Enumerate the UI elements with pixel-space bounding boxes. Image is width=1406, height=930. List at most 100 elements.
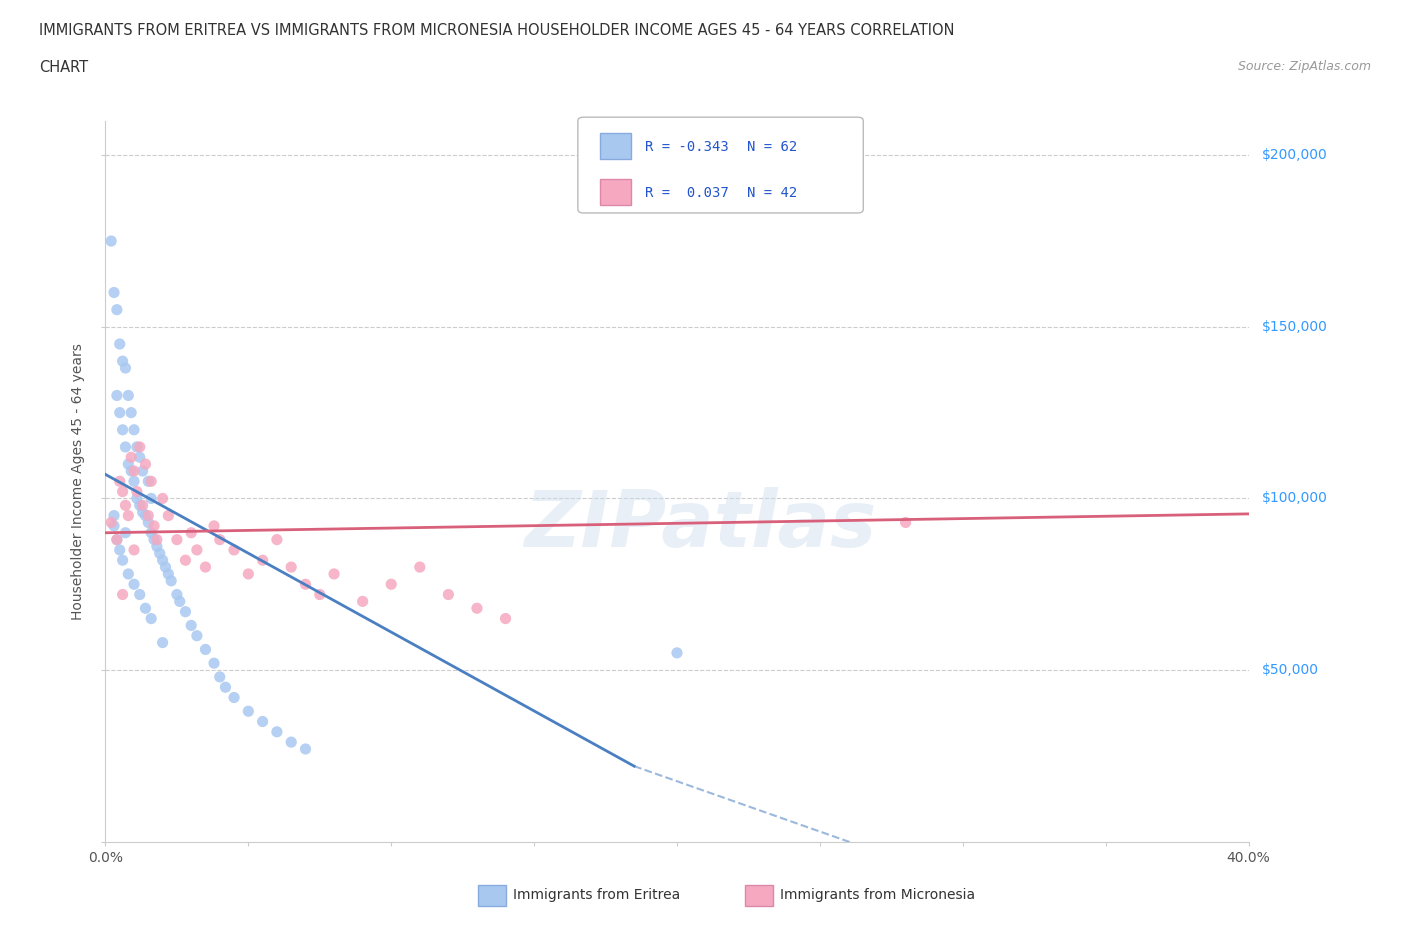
Point <box>166 587 188 602</box>
Point <box>120 463 142 478</box>
Point <box>280 560 302 575</box>
Point <box>155 560 177 575</box>
Point <box>131 505 153 520</box>
Text: $150,000: $150,000 <box>1263 320 1329 334</box>
Point <box>114 361 136 376</box>
Point <box>111 587 134 602</box>
Point <box>208 670 231 684</box>
Point <box>280 735 302 750</box>
Point <box>128 498 150 512</box>
Point <box>122 577 145 591</box>
Point <box>108 337 131 352</box>
Y-axis label: Householder Income Ages 45 - 64 years: Householder Income Ages 45 - 64 years <box>72 343 86 619</box>
Point <box>122 422 145 437</box>
Point <box>437 587 460 602</box>
Point <box>134 457 156 472</box>
Point <box>100 515 122 530</box>
Point <box>180 618 202 633</box>
Point <box>465 601 488 616</box>
Point <box>157 566 180 581</box>
Point <box>160 574 183 589</box>
Point <box>323 566 346 581</box>
Point <box>238 704 260 719</box>
Point <box>380 577 402 591</box>
Text: ZIPatlas: ZIPatlas <box>523 486 876 563</box>
Point <box>308 587 330 602</box>
Point <box>266 532 288 547</box>
Text: Immigrants from Eritrea: Immigrants from Eritrea <box>513 887 681 902</box>
Point <box>294 741 316 756</box>
Point <box>174 552 197 567</box>
Point <box>105 302 128 317</box>
Point <box>125 440 148 455</box>
Point <box>894 515 917 530</box>
Point <box>409 560 432 575</box>
Point <box>117 566 139 581</box>
Point <box>105 532 128 547</box>
Point <box>194 642 217 657</box>
Point <box>108 474 131 489</box>
Point <box>252 714 274 729</box>
Point <box>495 611 517 626</box>
Point <box>125 485 148 499</box>
Point <box>122 542 145 557</box>
Point <box>238 566 260 581</box>
Point <box>152 491 174 506</box>
Point <box>146 539 169 554</box>
Point <box>146 532 169 547</box>
Point <box>222 690 245 705</box>
Point <box>136 508 159 523</box>
Point <box>252 552 274 567</box>
Point <box>117 457 139 472</box>
Point <box>131 498 153 512</box>
Text: R =  0.037: R = 0.037 <box>645 185 730 200</box>
Point <box>122 474 145 489</box>
Point <box>143 518 166 533</box>
Point <box>136 474 159 489</box>
Text: $100,000: $100,000 <box>1263 491 1329 505</box>
Point <box>134 508 156 523</box>
Point <box>143 532 166 547</box>
Point <box>111 485 134 499</box>
Point <box>294 577 316 591</box>
Point <box>214 680 236 695</box>
Point <box>111 422 134 437</box>
Point <box>122 463 145 478</box>
Point <box>120 450 142 465</box>
Point <box>114 498 136 512</box>
Point <box>128 450 150 465</box>
Point <box>103 508 125 523</box>
Point <box>117 388 139 403</box>
Point <box>105 532 128 547</box>
Point <box>169 594 191 609</box>
Point <box>166 532 188 547</box>
Point <box>141 491 163 506</box>
Point <box>152 552 174 567</box>
Point <box>114 525 136 540</box>
Text: IMMIGRANTS FROM ERITREA VS IMMIGRANTS FROM MICRONESIA HOUSEHOLDER INCOME AGES 45: IMMIGRANTS FROM ERITREA VS IMMIGRANTS FR… <box>39 23 955 38</box>
Point <box>208 532 231 547</box>
Point <box>111 353 134 368</box>
Point <box>100 233 122 248</box>
Point <box>141 474 163 489</box>
Point <box>194 560 217 575</box>
Point <box>128 440 150 455</box>
Point <box>202 518 225 533</box>
Text: CHART: CHART <box>39 60 89 75</box>
Point <box>222 542 245 557</box>
Point <box>186 542 208 557</box>
Point <box>141 611 163 626</box>
Text: Immigrants from Micronesia: Immigrants from Micronesia <box>780 887 976 902</box>
Text: $50,000: $50,000 <box>1263 663 1319 677</box>
Point <box>136 515 159 530</box>
Point <box>111 552 134 567</box>
Point <box>131 463 153 478</box>
Point <box>114 440 136 455</box>
Text: N = 42: N = 42 <box>747 185 797 200</box>
Point <box>128 587 150 602</box>
Point <box>125 491 148 506</box>
Point <box>186 629 208 644</box>
Point <box>149 546 172 561</box>
Text: N = 62: N = 62 <box>747 140 797 154</box>
Text: $200,000: $200,000 <box>1263 148 1329 162</box>
